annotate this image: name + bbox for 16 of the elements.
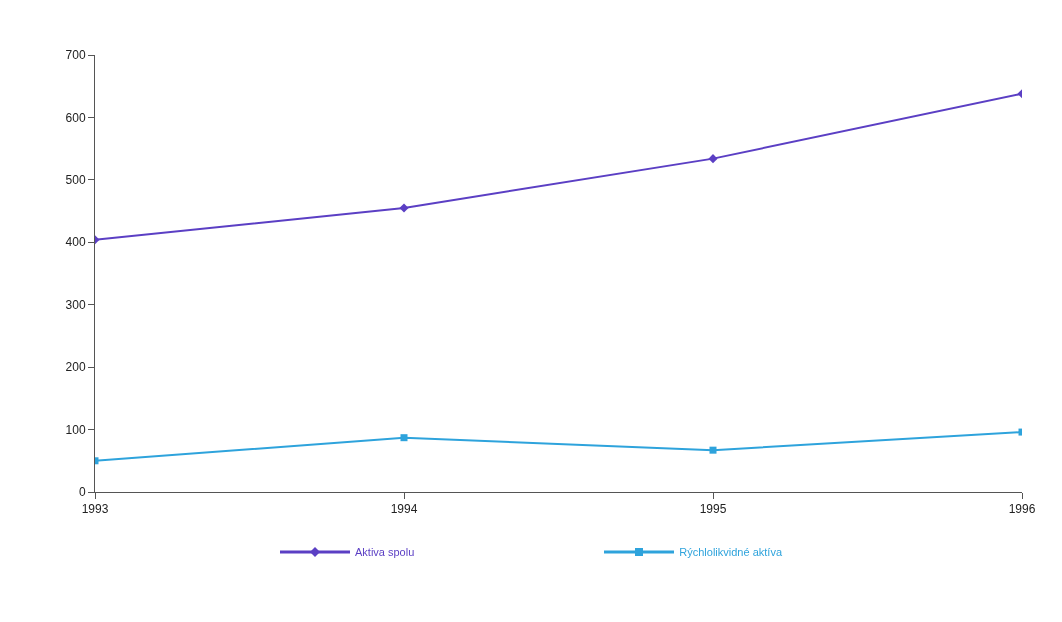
y-tick-label: 700	[65, 48, 86, 63]
point	[709, 446, 717, 454]
y-tick-label: 300	[65, 297, 86, 312]
x-tick-label: 1995	[699, 502, 727, 517]
y-tick-label: 200	[65, 360, 86, 375]
x-tick-label: 1994	[390, 502, 418, 517]
y-tick-label: 100	[65, 422, 86, 437]
point	[400, 434, 408, 442]
text: Rýchlolikvidné aktíva	[679, 546, 783, 558]
y-tick-label: 600	[65, 110, 86, 125]
x-tick-label: 1993	[81, 502, 109, 517]
y-tick-label: 500	[65, 173, 86, 188]
y-tick-label: 0	[78, 485, 86, 500]
text: Aktiva spolu	[354, 546, 415, 558]
y-tick-label: 400	[65, 235, 86, 250]
x-tick-label: 1996	[1008, 502, 1036, 517]
